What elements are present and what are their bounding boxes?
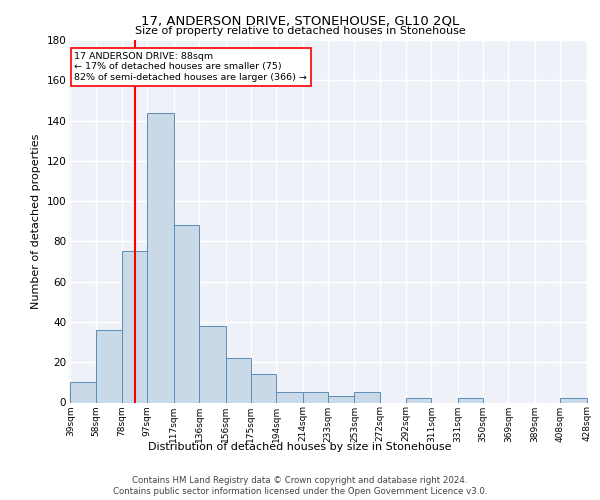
Bar <box>70 382 95 402</box>
Y-axis label: Number of detached properties: Number of detached properties <box>31 134 41 309</box>
Bar <box>406 398 431 402</box>
Text: Size of property relative to detached houses in Stonehouse: Size of property relative to detached ho… <box>134 26 466 36</box>
Text: Contains public sector information licensed under the Open Government Licence v3: Contains public sector information licen… <box>113 487 487 496</box>
Text: Contains HM Land Registry data © Crown copyright and database right 2024.: Contains HM Land Registry data © Crown c… <box>132 476 468 485</box>
Bar <box>458 398 483 402</box>
Text: 17, ANDERSON DRIVE, STONEHOUSE, GL10 2QL: 17, ANDERSON DRIVE, STONEHOUSE, GL10 2QL <box>141 14 459 27</box>
Bar <box>174 226 199 402</box>
Text: Distribution of detached houses by size in Stonehouse: Distribution of detached houses by size … <box>148 442 452 452</box>
Bar <box>251 374 276 402</box>
Bar <box>276 392 302 402</box>
Bar <box>355 392 380 402</box>
Bar <box>302 392 328 402</box>
Text: 17 ANDERSON DRIVE: 88sqm
← 17% of detached houses are smaller (75)
82% of semi-d: 17 ANDERSON DRIVE: 88sqm ← 17% of detach… <box>74 52 307 82</box>
Bar <box>328 396 355 402</box>
Bar <box>199 326 226 402</box>
Bar <box>560 398 587 402</box>
Bar <box>122 252 148 402</box>
Bar <box>148 112 174 403</box>
Bar <box>226 358 251 403</box>
Bar <box>95 330 122 402</box>
